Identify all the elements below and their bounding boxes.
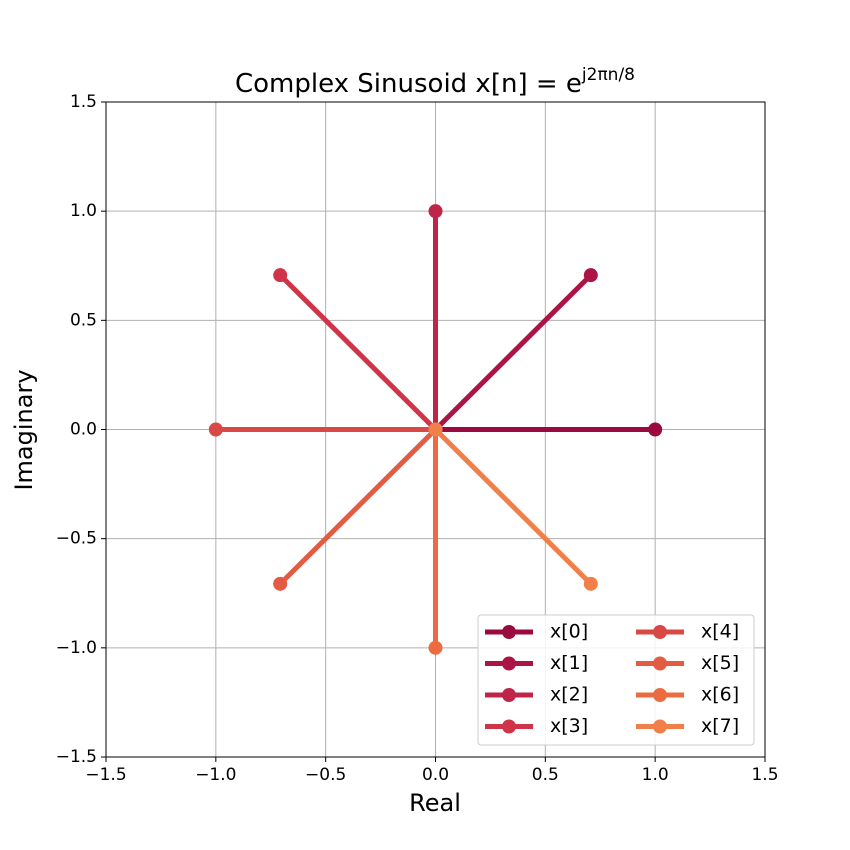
- chart-title: Complex Sinusoid x[n] = ej2πn/8: [235, 65, 635, 99]
- y-tick-label: 1.0: [70, 201, 97, 221]
- title-text: Complex Sinusoid x[n] = e: [235, 69, 582, 99]
- y-tick-label: 0.5: [70, 310, 97, 330]
- legend-label: x[5]: [701, 652, 739, 674]
- series-line: [278, 273, 438, 432]
- point: [208, 422, 223, 437]
- x-tick-label: 1.0: [642, 765, 669, 785]
- point: [428, 422, 443, 437]
- legend-label: x[1]: [550, 652, 588, 674]
- x-axis-label: Real: [409, 789, 461, 817]
- point: [583, 576, 598, 591]
- series-line: [433, 273, 593, 432]
- legend-label: x[6]: [701, 684, 739, 706]
- x-tick-label: −1.0: [195, 765, 236, 785]
- legend-marker: [502, 656, 516, 671]
- plot-frame: [105, 101, 766, 758]
- x-tick-label: −0.5: [305, 765, 346, 785]
- y-tick-label: 0.0: [70, 420, 97, 440]
- point: [273, 576, 288, 591]
- x-tick-label: −1.5: [85, 765, 126, 785]
- legend-marker: [653, 656, 667, 671]
- series-line: [278, 427, 438, 586]
- series-line: [433, 427, 593, 586]
- legend-marker: [502, 625, 516, 639]
- legend-marker: [653, 625, 667, 639]
- legend-box: [477, 614, 755, 746]
- legend-label: x[7]: [701, 715, 739, 737]
- legend-label: x[2]: [550, 684, 588, 706]
- point: [273, 268, 288, 283]
- y-tick-label: −0.5: [56, 529, 97, 549]
- point: [428, 640, 443, 655]
- y-tick-label: −1.5: [56, 747, 97, 767]
- legend-label: x[3]: [550, 715, 588, 737]
- y-tick-label: −1.0: [56, 638, 97, 658]
- x-tick-label: 0.5: [532, 765, 559, 785]
- legend-marker: [653, 719, 667, 734]
- legend-marker: [502, 688, 516, 702]
- legend-marker: [502, 719, 516, 734]
- title-superscript: j2πn/8: [581, 65, 635, 85]
- x-tick-label: 0.0: [422, 765, 449, 785]
- point: [583, 268, 598, 283]
- x-tick-label: 1.5: [751, 765, 778, 785]
- legend-marker: [653, 688, 667, 702]
- y-tick-label: 1.5: [70, 92, 97, 112]
- y-axis-label: Imaginary: [10, 369, 38, 490]
- legend-label: x[0]: [550, 621, 588, 643]
- legend-label: x[4]: [701, 621, 739, 643]
- point: [428, 204, 443, 219]
- point: [648, 422, 663, 437]
